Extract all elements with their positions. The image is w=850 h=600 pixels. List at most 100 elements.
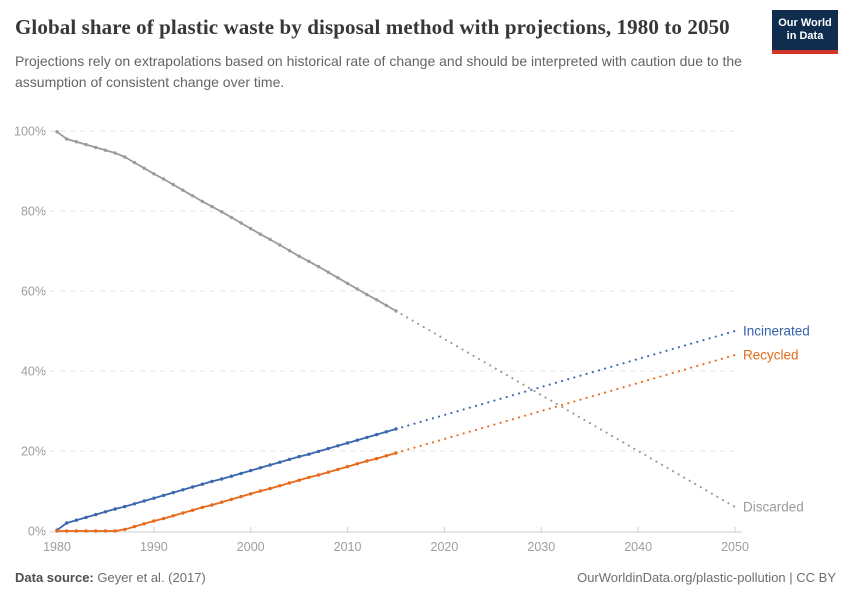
series-label-discarded: Discarded	[743, 500, 804, 515]
data-point-marker	[229, 215, 234, 220]
data-point-marker	[84, 529, 88, 533]
data-point-marker	[219, 500, 224, 504]
y-axis-tick-label: 40%	[21, 365, 46, 379]
data-point-marker	[74, 140, 79, 144]
series-line-historical	[57, 452, 397, 532]
series-line-historical	[56, 428, 397, 531]
x-axis-tick-label: 2050	[721, 540, 749, 554]
series-line-historical	[56, 131, 397, 312]
data-point-marker	[200, 482, 204, 486]
data-point-marker	[152, 519, 156, 523]
data-point-marker	[345, 464, 350, 469]
data-point-marker	[210, 204, 214, 209]
data-point-marker	[287, 481, 292, 485]
data-point-marker	[64, 137, 69, 141]
page-title: Global share of plastic waste by disposa…	[15, 15, 730, 39]
owid-logo: Our World in Data	[772, 10, 838, 54]
data-point-marker	[355, 462, 359, 466]
data-point-marker	[355, 287, 359, 291]
series-label-incinerated: Incinerated	[743, 324, 810, 339]
data-point-marker	[268, 237, 272, 242]
chart-header: Global share of plastic waste by disposa…	[0, 0, 850, 92]
series-recycled: Recycled	[55, 348, 799, 533]
series-discarded: Discarded	[55, 130, 804, 515]
series-line-projection	[394, 353, 737, 455]
x-axis-tick-label: 1990	[140, 540, 168, 554]
data-point-marker	[161, 516, 166, 521]
data-point-marker	[336, 444, 340, 448]
y-axis-tick-label: 100%	[14, 125, 46, 139]
data-point-marker	[64, 521, 69, 525]
data-point-marker	[287, 248, 292, 253]
data-point-marker	[326, 470, 330, 474]
data-point-marker	[94, 529, 98, 533]
y-axis-tick-label: 20%	[21, 445, 46, 459]
x-axis-tick-label: 1980	[43, 540, 71, 554]
data-point-marker	[103, 529, 108, 533]
data-point-marker	[345, 281, 350, 286]
data-point-marker	[123, 527, 127, 532]
line-chart-plot-area: 0% 20% 40% 60% 80% 100% 1980 1990 2000 2010 2020 20…	[14, 125, 810, 555]
data-point-marker	[94, 512, 98, 517]
data-point-marker	[297, 454, 301, 459]
data-point-marker	[84, 142, 88, 147]
data-point-marker	[74, 529, 79, 533]
data-point-marker	[297, 254, 301, 258]
series-label-recycled: Recycled	[743, 348, 799, 363]
data-point-marker	[365, 292, 369, 297]
data-point-marker	[316, 264, 321, 269]
data-point-marker	[307, 259, 311, 264]
data-point-marker	[132, 160, 137, 165]
data-point-marker	[316, 449, 321, 454]
data-point-marker	[384, 430, 389, 434]
data-point-marker	[74, 518, 79, 522]
data-point-marker	[278, 460, 282, 464]
data-point-marker	[103, 510, 108, 514]
data-point-marker	[258, 466, 263, 470]
data-point-marker	[307, 475, 311, 480]
data-point-marker	[229, 497, 234, 502]
data-point-marker	[171, 490, 175, 495]
data-point-marker	[84, 515, 88, 520]
data-point-marker	[190, 508, 195, 512]
series-incinerated: Incinerated	[55, 324, 810, 532]
data-point-marker	[142, 166, 146, 170]
data-point-marker	[142, 499, 146, 503]
data-point-marker	[297, 478, 301, 482]
data-point-marker	[55, 130, 59, 134]
data-point-marker	[161, 493, 166, 498]
x-axis-tick-label: 2010	[334, 540, 362, 554]
data-point-marker	[219, 477, 224, 481]
data-point-marker	[374, 298, 379, 302]
data-point-marker	[181, 511, 185, 515]
data-point-marker	[384, 303, 389, 308]
owid-logo-text: Our World in Data	[778, 17, 832, 42]
x-axis-tick-label: 2030	[527, 540, 555, 554]
data-point-marker	[355, 438, 359, 442]
data-point-marker	[142, 522, 146, 526]
data-point-marker	[239, 494, 243, 499]
y-axis-tick-label: 80%	[21, 205, 46, 219]
data-point-marker	[64, 529, 69, 533]
data-point-marker	[132, 502, 137, 506]
data-point-marker	[384, 454, 389, 458]
data-point-marker	[345, 441, 350, 445]
data-point-marker	[171, 514, 175, 518]
data-point-marker	[268, 463, 272, 467]
data-point-marker	[171, 182, 175, 187]
data-point-marker	[374, 432, 379, 437]
data-point-marker	[123, 155, 127, 159]
data-point-marker	[94, 145, 98, 150]
data-point-marker	[365, 435, 369, 440]
data-point-marker	[113, 507, 117, 511]
data-point-marker	[268, 486, 272, 491]
data-point-marker	[258, 232, 263, 236]
data-point-marker	[210, 479, 214, 484]
data-point-marker	[229, 474, 234, 478]
data-point-marker	[219, 210, 224, 214]
data-point-marker	[113, 529, 117, 533]
data-point-marker	[239, 221, 243, 225]
data-point-marker	[55, 529, 59, 533]
data-point-marker	[365, 459, 369, 463]
